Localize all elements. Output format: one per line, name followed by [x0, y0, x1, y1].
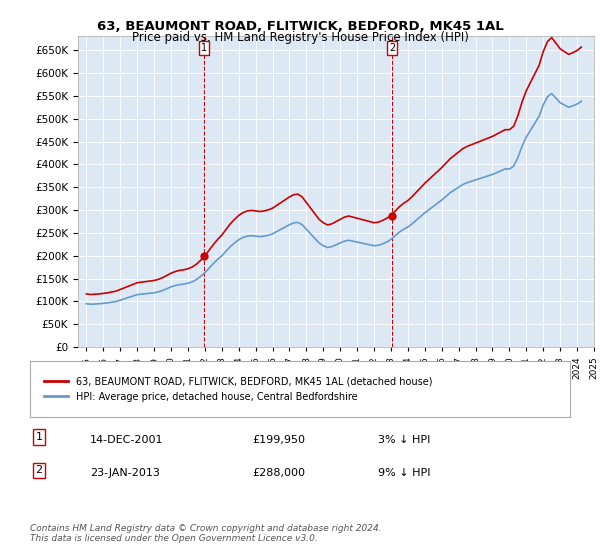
Text: 23-JAN-2013: 23-JAN-2013: [90, 468, 160, 478]
Text: 1: 1: [201, 43, 207, 53]
Text: 2: 2: [35, 465, 43, 475]
Text: £288,000: £288,000: [252, 468, 305, 478]
Legend: 63, BEAUMONT ROAD, FLITWICK, BEDFORD, MK45 1AL (detached house), HPI: Average pr: 63, BEAUMONT ROAD, FLITWICK, BEDFORD, MK…: [40, 373, 437, 405]
Text: 1: 1: [35, 432, 43, 442]
Text: Price paid vs. HM Land Registry's House Price Index (HPI): Price paid vs. HM Land Registry's House …: [131, 31, 469, 44]
Text: £199,950: £199,950: [252, 435, 305, 445]
Text: 9% ↓ HPI: 9% ↓ HPI: [378, 468, 431, 478]
Text: 14-DEC-2001: 14-DEC-2001: [90, 435, 163, 445]
Text: 2: 2: [389, 43, 395, 53]
Text: 63, BEAUMONT ROAD, FLITWICK, BEDFORD, MK45 1AL: 63, BEAUMONT ROAD, FLITWICK, BEDFORD, MK…: [97, 20, 503, 32]
Text: 3% ↓ HPI: 3% ↓ HPI: [378, 435, 430, 445]
Text: Contains HM Land Registry data © Crown copyright and database right 2024.
This d: Contains HM Land Registry data © Crown c…: [30, 524, 382, 543]
